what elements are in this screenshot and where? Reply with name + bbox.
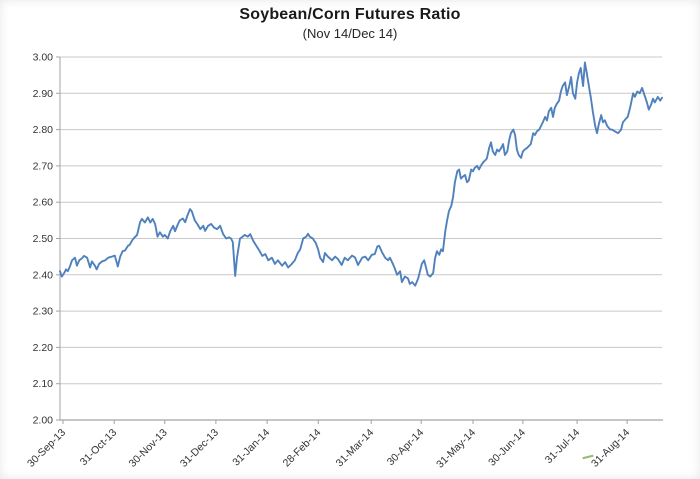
- y-tick-label: 3.00: [33, 52, 54, 64]
- y-axis-ticks: [56, 56, 60, 421]
- y-tick-label: 2.20: [33, 342, 54, 354]
- y-tick-label: 2.80: [33, 124, 54, 136]
- x-tick-label: 28-Feb-14: [281, 427, 324, 470]
- y-gridlines: [60, 56, 662, 385]
- series-line: [59, 61, 663, 287]
- y-tick-label: 2.40: [33, 269, 54, 281]
- y-axis-labels: 2.00 2.10 2.20 2.30 2.40 2.50 2.60 2.70 2.80 2.90…: [33, 52, 54, 427]
- x-tick-label: 31-Aug-14: [589, 427, 632, 470]
- x-tick-label: 31-Jan-14: [230, 427, 272, 469]
- y-tick-label: 2.10: [33, 378, 54, 390]
- x-axis-ticks: [62, 420, 628, 424]
- ratio-series-path: [59, 61, 663, 287]
- x-tick-label: 30-Jun-14: [486, 427, 528, 469]
- x-tick-label: 30-Sep-13: [25, 427, 68, 470]
- chart-header: Soybean/Corn Futures Ratio (Nov 14/Dec 1…: [0, 5, 700, 42]
- y-tick-label: 2.70: [33, 160, 54, 172]
- x-tick-label: 31-May-14: [434, 427, 478, 471]
- y-tick-label: 2.00: [33, 415, 54, 427]
- y-tick-label: 2.30: [33, 306, 54, 318]
- x-tick-label: 31-Mar-14: [334, 427, 377, 470]
- x-tick-label: 31-Jul-14: [543, 427, 583, 467]
- y-tick-label: 2.90: [33, 88, 54, 100]
- chart-title: Soybean/Corn Futures Ratio: [239, 6, 461, 23]
- chart-subtitle: (Nov 14/Dec 14): [302, 26, 398, 41]
- x-tick-label: 30-Nov-13: [127, 427, 170, 470]
- y-tick-label: 2.50: [33, 233, 54, 245]
- x-tick-label: 30-Apr-14: [385, 427, 427, 469]
- x-tick-label: 31-Oct-13: [78, 427, 120, 469]
- x-axis-labels: 30-Sep-13 31-Oct-13 30-Nov-13 31-Dec-13 31-J…: [25, 427, 632, 471]
- x-tick-label: 31-Dec-13: [178, 427, 221, 470]
- y-tick-label: 2.60: [33, 197, 54, 209]
